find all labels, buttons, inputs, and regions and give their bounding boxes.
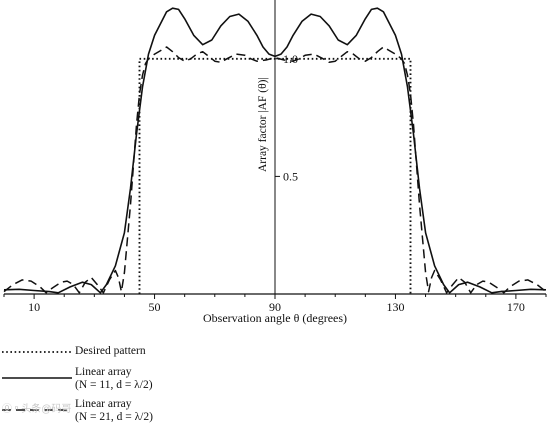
x-tick-label: 170 [507,300,525,314]
x-tick-label: 130 [386,300,404,314]
series-layer [3,7,547,294]
legend-swatch-dotted [2,351,72,353]
x-tick-label: 90 [269,300,281,314]
series-line-solid [3,7,547,294]
x-tick-label: 10 [28,300,40,314]
labels-layer: 10 50 90 130 170 0.5 1.0 Observation angle θ (d… [28,52,525,325]
axes [3,0,547,299]
legend-swatch-dashed [2,409,72,411]
legend-label-n11: Linear array (N = 11, d = λ/2) [75,366,153,391]
y-tick-label: 0.5 [283,169,298,183]
legend-label-desired: Desired pattern [75,345,146,357]
series-line-dashed [3,46,547,294]
watermark: ⓪ ⁿ 头条@码哥 [2,404,72,415]
y-tick-label: 1.0 [283,52,298,66]
legend-swatch-solid [2,377,72,379]
x-axis-title: Observation angle θ (degrees) [203,311,347,325]
legend-label-n21: Linear array (N = 21, d = λ/2) [75,398,153,423]
y-axis-title: Array factor |AF (θ)| [257,77,269,172]
x-tick-label: 50 [149,300,161,314]
series-line-dotted [138,57,412,294]
